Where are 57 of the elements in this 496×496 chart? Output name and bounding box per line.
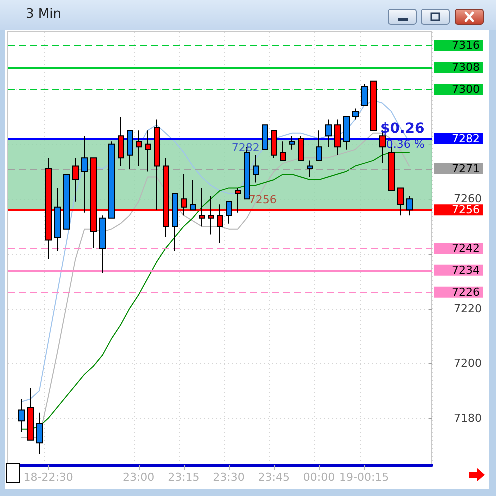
candlestick [108,141,115,219]
ref-line-label: 7242 [452,242,480,255]
x-tick-label: 23:15 [168,471,200,484]
y-tick-label: 7200 [454,357,482,370]
candlestick [145,130,151,172]
ref-line-label: 7271 [452,162,480,176]
candlestick [99,215,106,274]
candlestick [118,116,124,167]
candlestick [18,398,25,433]
candlestick [36,412,43,455]
candlestick [343,116,350,150]
candlestick [334,119,341,156]
ref-line-label: 7308 [452,61,480,74]
candlestick [262,124,268,150]
x-tick-label: 19-00:15 [340,471,390,484]
ref-line-label: 7316 [452,39,480,52]
ref-line-label: 7256 [452,204,480,217]
candlestick [289,136,295,150]
candlestick [370,80,377,132]
candlestick [325,119,332,148]
annotation: 7256 [248,194,277,207]
candlestick [190,179,196,211]
ref-line-label: 7282 [452,132,480,146]
chart-title: 3 Min [26,7,62,22]
candlestick [406,196,413,216]
y-tick-label: 7260 [454,192,482,206]
annotation: $0.26 [380,120,425,137]
candlestick [388,146,395,192]
y-tick-label: 7180 [454,412,482,425]
ref-line-label: 7300 [452,83,480,96]
candlestick [352,108,359,120]
ref-line-label: 7234 [452,264,480,277]
candlestick [136,130,142,167]
candlestick [226,201,232,224]
candlestick [271,130,277,159]
candlestick [316,130,322,162]
annotation: 7282 [232,141,260,154]
candlestick [307,160,313,178]
candlestick [54,188,61,252]
y-tick-label: 7220 [454,302,482,316]
candlestick [361,84,368,106]
candlestick [63,174,70,230]
x-tick-label: 23:45 [258,471,290,484]
annotation: 0.36 % [386,138,425,151]
x-tick-label: 18-22:30 [24,471,74,484]
candlestick [81,136,88,214]
candlestick [27,388,34,441]
x-tick-label: 23:30 [213,471,245,484]
candlestick [298,136,304,162]
candlestick [253,154,259,184]
candlestick [280,141,286,162]
candlestick [72,158,79,202]
candlestick [127,130,133,170]
x-tick-label: 23:00 [122,471,155,484]
x-tick-label: 00:00 [303,471,336,484]
ref-line-label: 7226 [452,286,480,299]
candlestick [172,193,178,252]
